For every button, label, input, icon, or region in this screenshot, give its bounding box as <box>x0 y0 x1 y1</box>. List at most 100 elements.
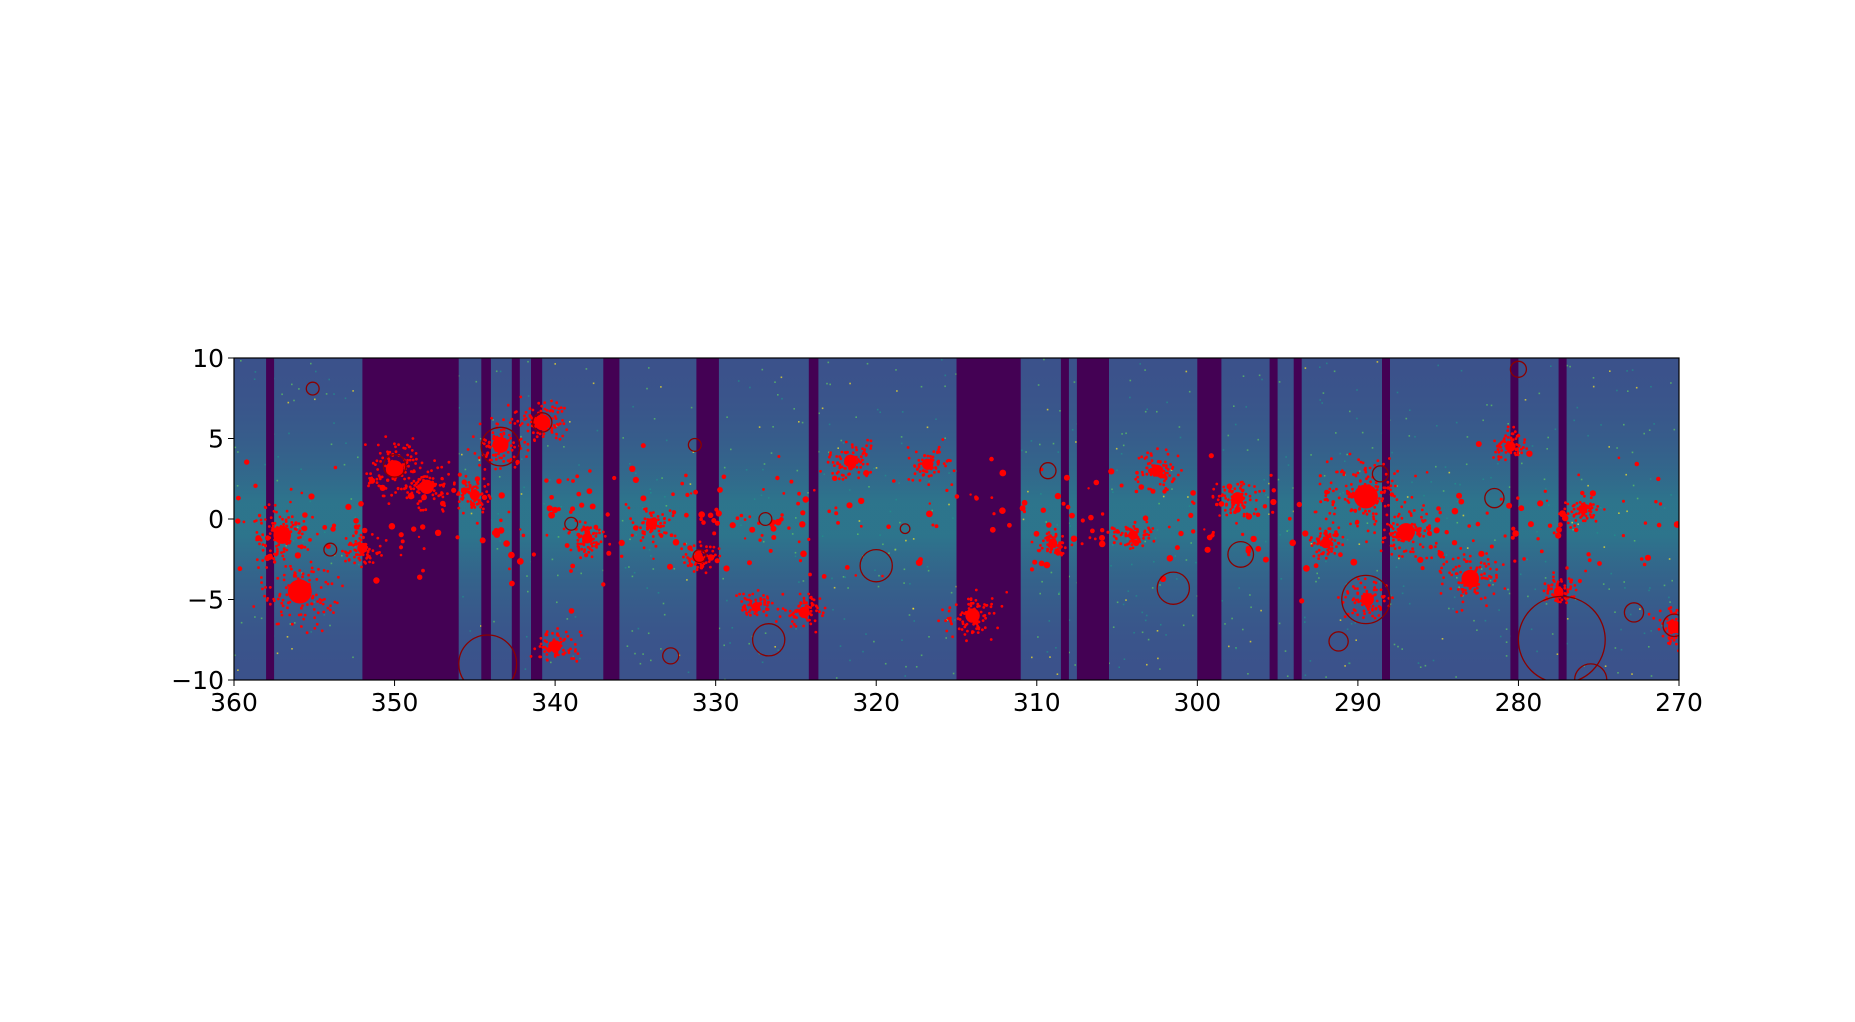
source-point <box>749 599 753 603</box>
source-point <box>937 619 940 623</box>
source-point <box>490 416 493 420</box>
source-point <box>1335 470 1339 474</box>
source-point <box>958 618 962 621</box>
source-point <box>1150 488 1156 494</box>
image-speckle-dot <box>849 659 851 662</box>
source-point <box>523 414 526 418</box>
source-point <box>863 448 867 451</box>
source-point <box>398 532 404 538</box>
source-point <box>1583 494 1586 498</box>
image-speckle-dot <box>1278 622 1281 625</box>
source-point <box>1461 600 1465 604</box>
source-point <box>838 463 842 466</box>
source-point <box>1479 597 1483 601</box>
image-speckle-dot <box>646 587 648 589</box>
image-speckle-dot <box>833 586 836 589</box>
source-point <box>569 510 573 514</box>
image-speckle-dot <box>1159 668 1161 670</box>
source-point <box>441 495 445 499</box>
image-speckle-dot <box>1122 444 1125 447</box>
source-point <box>1456 492 1463 499</box>
image-speckle-dot <box>791 533 794 535</box>
source-point <box>296 577 300 580</box>
source-cluster <box>1308 526 1345 560</box>
source-point <box>235 518 241 524</box>
image-speckle-dot <box>1263 479 1265 481</box>
source-point <box>1112 534 1116 538</box>
image-speckle-dot <box>1625 473 1627 476</box>
x-tick-label: 350 <box>371 688 419 717</box>
source-point <box>545 630 549 634</box>
source-point <box>698 540 702 544</box>
source-point <box>267 503 271 506</box>
source-point <box>269 549 272 553</box>
source-point <box>945 629 949 633</box>
source-point <box>918 557 923 563</box>
image-speckle-dot <box>1486 404 1488 406</box>
coverage-gap <box>531 358 543 680</box>
image-speckle-dot <box>1649 478 1652 480</box>
source-point <box>836 521 840 525</box>
source-point <box>1566 512 1570 516</box>
source-point <box>415 457 418 461</box>
image-speckle-dot <box>926 426 929 429</box>
source-point <box>779 517 784 522</box>
source-point <box>1176 454 1180 458</box>
source-point <box>315 578 319 581</box>
source-point <box>266 597 270 600</box>
image-speckle-dot <box>793 408 795 410</box>
image-speckle-dot <box>1649 587 1651 589</box>
source-point <box>408 445 411 448</box>
source-point <box>672 539 680 546</box>
y-tick-label: 5 <box>208 425 224 454</box>
source-point <box>767 600 770 604</box>
source-point <box>294 521 298 525</box>
source-point <box>1344 484 1348 488</box>
image-speckle-dot <box>1544 560 1547 563</box>
source-point <box>473 452 477 455</box>
source-point <box>802 624 805 628</box>
source-point <box>798 559 803 563</box>
region-circle <box>1328 631 1349 652</box>
image-speckle-dot <box>1490 404 1493 407</box>
source-point <box>255 535 262 542</box>
source-point <box>695 551 702 558</box>
image-speckle-dot <box>842 442 845 444</box>
source-point <box>1133 527 1137 530</box>
source-point <box>1575 501 1579 505</box>
image-speckle-dot <box>828 423 831 426</box>
x-tick-label: 280 <box>1495 688 1543 717</box>
source-point <box>371 549 375 553</box>
image-speckle-dot <box>1435 465 1437 468</box>
image-speckle-dot <box>1277 478 1280 481</box>
image-speckle-dot <box>635 534 637 536</box>
source-point <box>300 491 304 495</box>
image-speckle-dot <box>520 493 523 495</box>
source-point <box>1574 588 1578 592</box>
source-point <box>1350 558 1358 566</box>
image-speckle-dot <box>1571 521 1573 524</box>
source-point <box>1422 504 1425 507</box>
image-speckle-dot <box>1354 622 1357 624</box>
image-speckle-dot <box>333 393 335 395</box>
source-point <box>1673 521 1679 528</box>
source-point <box>1658 618 1662 622</box>
source-point <box>1557 600 1560 604</box>
source-point <box>579 502 585 508</box>
source-point <box>735 516 740 520</box>
source-point <box>711 518 717 523</box>
source-point <box>482 507 485 511</box>
source-point <box>487 441 491 444</box>
image-speckle-dot <box>1346 453 1348 456</box>
source-point <box>519 395 523 399</box>
source-point <box>818 597 822 600</box>
image-speckle-dot <box>928 480 931 482</box>
source-point <box>1137 456 1141 460</box>
source-point <box>394 450 398 454</box>
image-speckle-dot <box>1505 655 1508 657</box>
source-point <box>1047 531 1051 534</box>
source-point <box>866 462 869 466</box>
source-point <box>948 617 952 621</box>
source-point <box>1375 588 1378 592</box>
source-point <box>1356 613 1359 617</box>
